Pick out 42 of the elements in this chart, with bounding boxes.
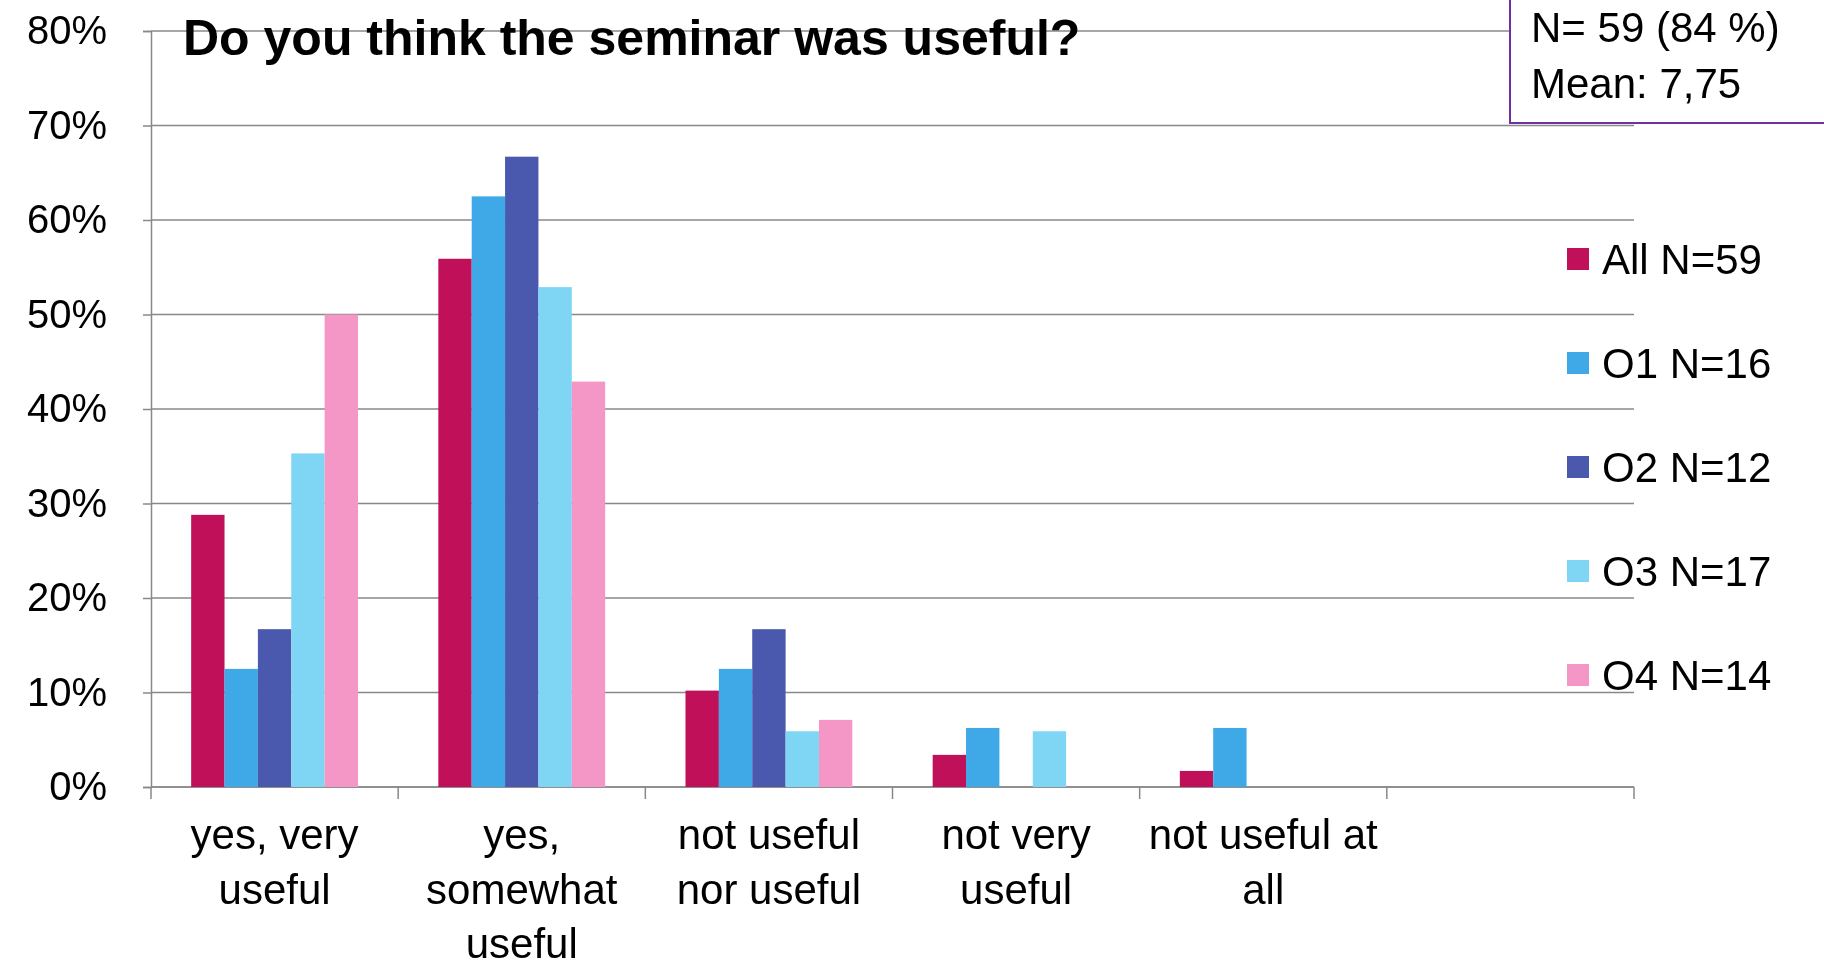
bar: [291, 453, 325, 787]
legend-label: O1 N=16: [1602, 340, 1772, 387]
y-tick-label: 30%: [26, 480, 107, 525]
annotation: N= 59 (84 %): [1531, 4, 1780, 51]
legend-label: O2 N=12: [1602, 444, 1772, 491]
bar: [1213, 727, 1247, 787]
bar: [966, 727, 1000, 787]
bar: [538, 287, 572, 787]
y-tick-label: 50%: [26, 291, 107, 336]
x-tick-label: not useful nor useful: [676, 811, 862, 913]
chart-title: Do you think the seminar was useful?: [183, 10, 1081, 66]
y-tick-label: 60%: [26, 197, 107, 242]
bar: [224, 668, 258, 787]
legend-label: All N=59: [1602, 236, 1762, 283]
bar: [718, 668, 753, 787]
bar: [785, 731, 819, 787]
bar: [257, 629, 292, 787]
bar: [752, 629, 786, 787]
bar: [571, 381, 606, 787]
bar: [818, 719, 853, 787]
bar: [685, 690, 719, 787]
x-tick-label: not very useful: [941, 811, 1091, 913]
legend-label: O3 N=17: [1602, 548, 1772, 595]
bar: [324, 314, 358, 787]
x-tick-label: yes, somewhat useful: [426, 811, 618, 968]
x-tick-label: not useful at all: [1148, 811, 1378, 913]
bar: [1179, 770, 1214, 787]
x-tick-label: yes, very useful: [190, 811, 359, 913]
y-tick-label: 70%: [26, 102, 107, 147]
annotation: Mean: 7,75: [1531, 60, 1742, 107]
bar: [471, 196, 506, 787]
y-tick-label: 80%: [26, 8, 107, 53]
bar: [1032, 731, 1067, 787]
bar: [191, 514, 225, 787]
y-tick-label: 20%: [26, 575, 107, 620]
bar: [505, 156, 539, 787]
bar: [438, 258, 472, 787]
y-tick-label: 40%: [26, 386, 107, 431]
legend-label: O4 N=14: [1602, 652, 1772, 699]
y-tick-label: 10%: [26, 669, 107, 714]
y-tick-label: 0%: [49, 764, 107, 809]
bar: [932, 754, 967, 787]
